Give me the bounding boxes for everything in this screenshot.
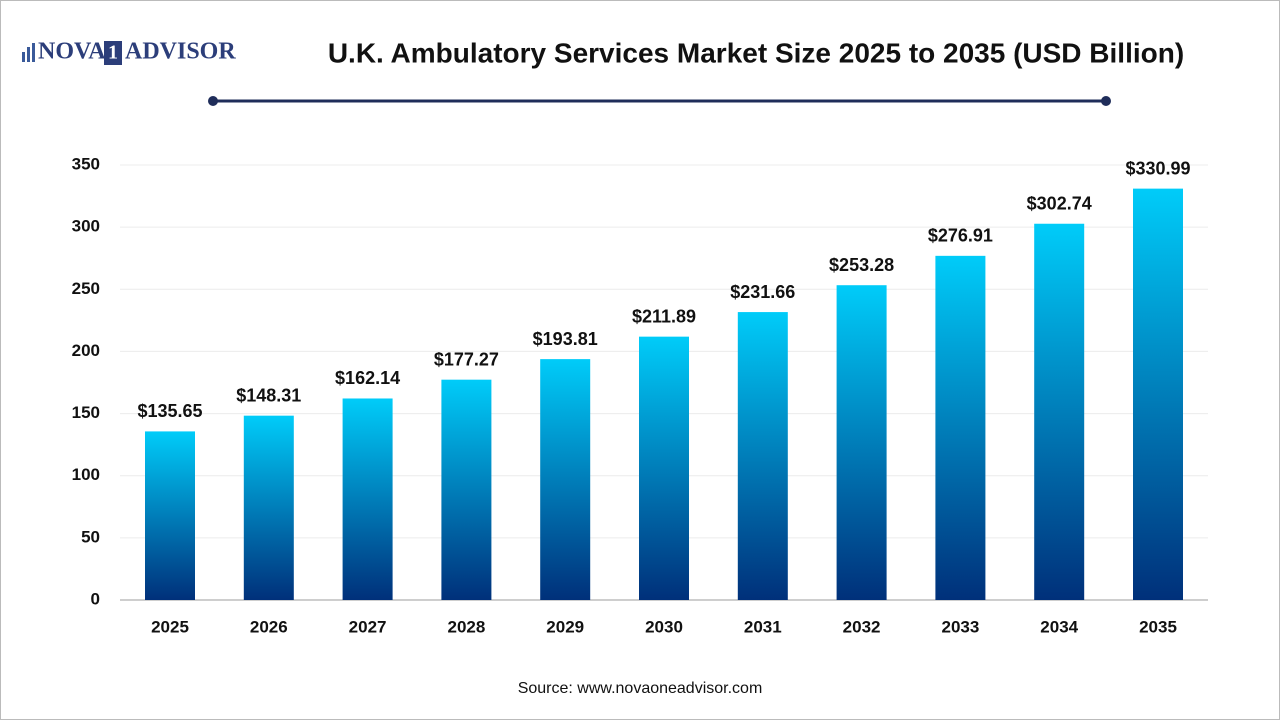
logo-icon (32, 43, 35, 62)
y-tick-label: 50 (81, 527, 100, 546)
value-label: $231.66 (730, 282, 795, 302)
y-tick-label: 100 (72, 465, 100, 484)
source: Source: www.novaoneadvisor.com (518, 680, 763, 697)
title-rule-dot (1101, 96, 1111, 106)
logo-text: NOVA (38, 39, 106, 65)
x-tick-label: 2031 (744, 617, 782, 636)
bar (935, 255, 986, 600)
x-tick-label: 2033 (941, 617, 979, 636)
value-label: $148.31 (236, 385, 301, 405)
bar (1034, 223, 1085, 600)
value-label: $276.91 (928, 226, 993, 246)
bar (145, 431, 195, 600)
bar (243, 415, 294, 600)
value-label: $193.81 (533, 329, 598, 349)
x-tick-label: 2027 (349, 617, 387, 636)
y-tick-label: 350 (72, 154, 100, 173)
bar (540, 359, 591, 600)
x-tick-label: 2026 (250, 617, 288, 636)
x-tick-label: 2034 (1040, 617, 1078, 636)
y-tick-label: 200 (72, 341, 100, 360)
chart-title: U.K. Ambulatory Services Market Size 202… (328, 37, 1184, 68)
value-label: $302.74 (1027, 193, 1092, 213)
value-label: $135.65 (137, 401, 202, 421)
logo-icon (22, 52, 25, 62)
logo-box (104, 41, 122, 65)
value-label: $177.27 (434, 349, 499, 369)
y-tick-label: 250 (72, 279, 100, 298)
bar (836, 285, 887, 600)
bar (342, 398, 393, 600)
bar (1133, 188, 1183, 600)
x-tick-label: 2030 (645, 617, 683, 636)
bar (441, 379, 492, 600)
value-label: $162.14 (335, 368, 400, 388)
y-tick-label: 150 (72, 403, 100, 422)
y-tick-label: 0 (91, 589, 100, 608)
logo-icon (27, 47, 30, 62)
value-label: $330.99 (1125, 158, 1190, 178)
x-tick-label: 2028 (447, 617, 485, 636)
logo-text: 1 (108, 42, 118, 64)
y-tick-label: 300 (72, 217, 100, 236)
title-rule-dot (208, 96, 218, 106)
x-tick-label: 2029 (546, 617, 584, 636)
bar (737, 312, 788, 600)
x-tick-label: 2035 (1139, 617, 1177, 636)
value-label: $211.89 (632, 306, 696, 326)
x-tick-label: 2025 (151, 617, 189, 636)
bar (639, 336, 689, 600)
x-tick-label: 2032 (843, 617, 881, 636)
value-label: $253.28 (829, 255, 894, 275)
logo: NOVA 1 ADVISOR (22, 39, 236, 65)
logo-text: ADVISOR (125, 39, 236, 65)
